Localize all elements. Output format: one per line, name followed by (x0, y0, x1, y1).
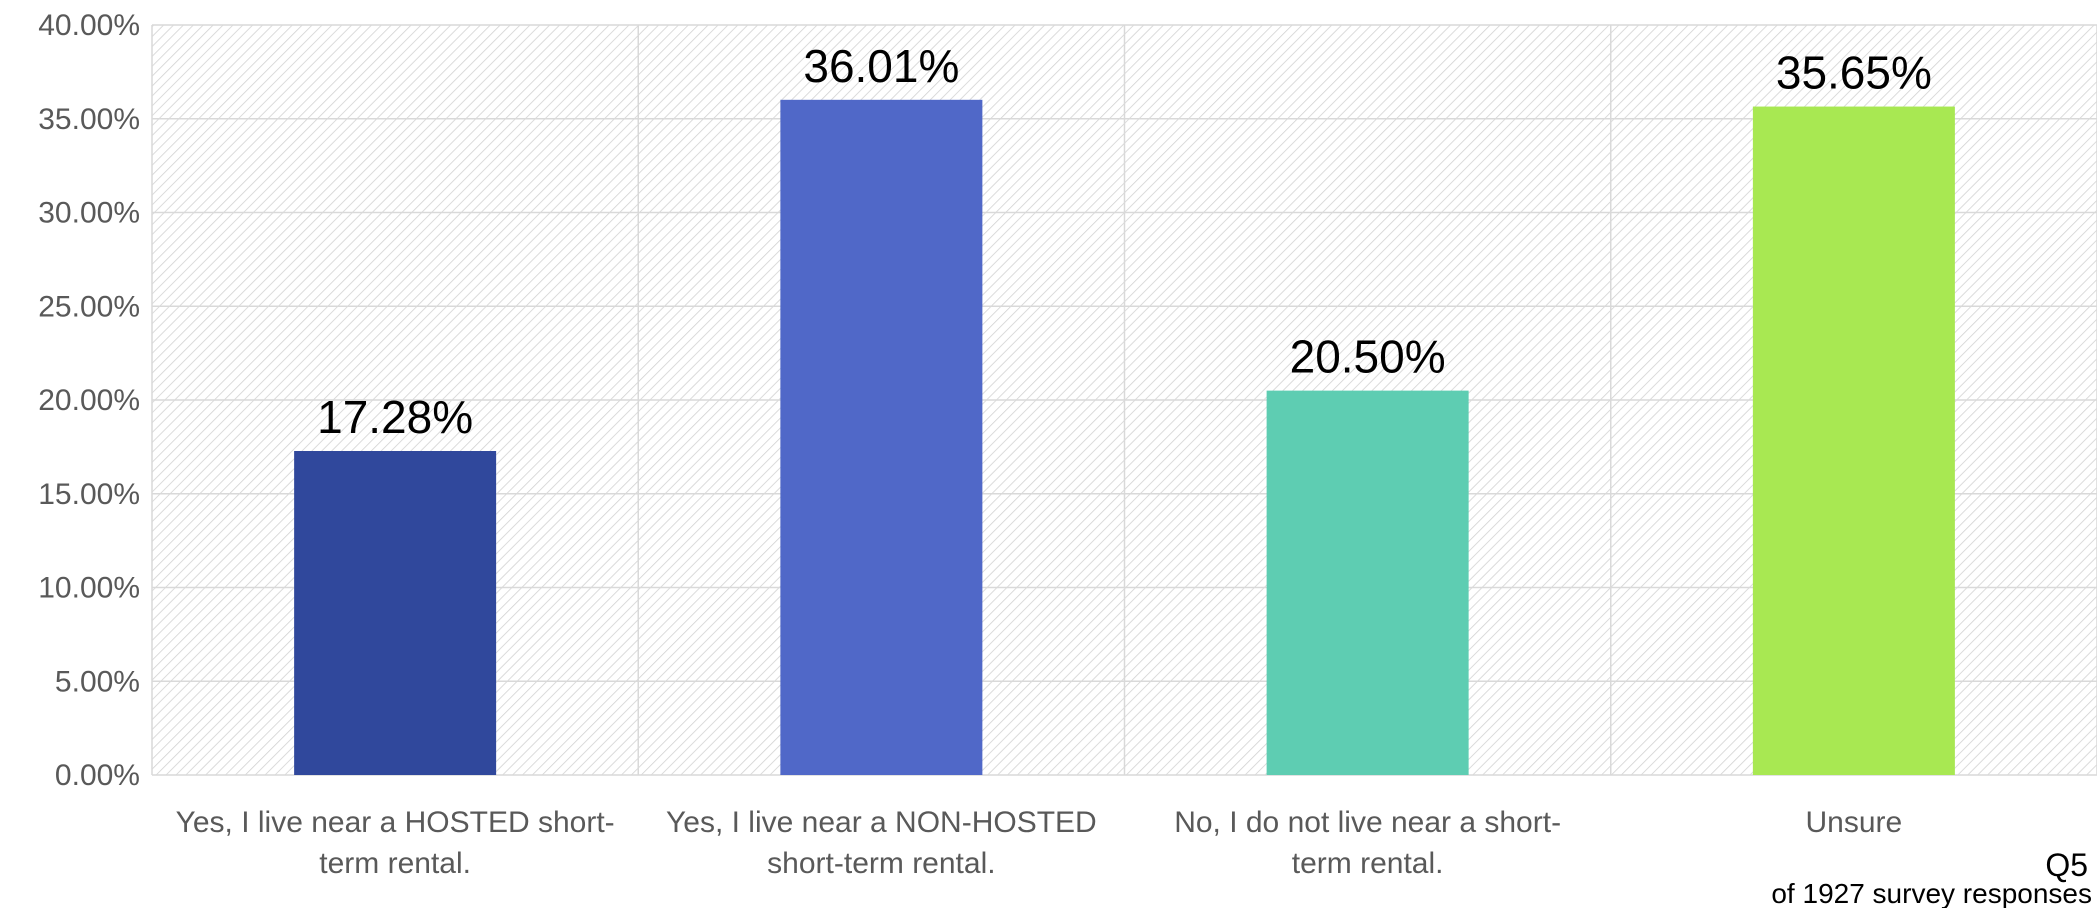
data-labels: 17.28% 36.01% 20.50% 35.65% (317, 40, 1932, 443)
y-tick-label: 30.00% (38, 197, 140, 230)
bar (294, 451, 497, 775)
data-label: 35.65% (1776, 47, 1932, 99)
y-tick-label: 10.00% (38, 572, 140, 605)
y-tick-label: 15.00% (38, 478, 140, 511)
data-label: 20.50% (1290, 331, 1446, 383)
bar (1752, 106, 1955, 775)
y-tick-label: 40.00% (38, 9, 140, 42)
response-count: of 1927 survey responses (1771, 878, 2092, 908)
bar (1266, 390, 1469, 775)
x-category-label: Unsure (1806, 806, 1903, 839)
x-category-label: term rental. (1292, 847, 1444, 880)
y-axis-tick-labels: 0.00% 5.00% 10.00% 15.00% 20.00% 25.00% 30.00%… (38, 9, 140, 792)
question-number: Q5 (2045, 847, 2088, 883)
y-tick-label: 0.00% (55, 759, 140, 792)
x-category-label: No, I do not live near a short- (1174, 806, 1561, 839)
y-tick-label: 35.00% (38, 103, 140, 136)
x-category-label: short-term rental. (767, 847, 995, 880)
bars (294, 99, 1955, 775)
x-category-label: Yes, I live near a NON-HOSTED (666, 806, 1097, 839)
x-category-label: Yes, I live near a HOSTED short- (176, 806, 615, 839)
y-tick-label: 5.00% (55, 665, 140, 698)
x-category-label: term rental. (319, 847, 471, 880)
data-label: 36.01% (803, 40, 959, 92)
bar (780, 99, 983, 775)
survey-note: Q5 of 1927 survey responses (1771, 847, 2092, 908)
y-tick-label: 20.00% (38, 384, 140, 417)
y-tick-label: 25.00% (38, 290, 140, 323)
data-label: 17.28% (317, 391, 473, 443)
x-axis-category-labels: Yes, I live near a HOSTED short-term ren… (176, 806, 1903, 880)
